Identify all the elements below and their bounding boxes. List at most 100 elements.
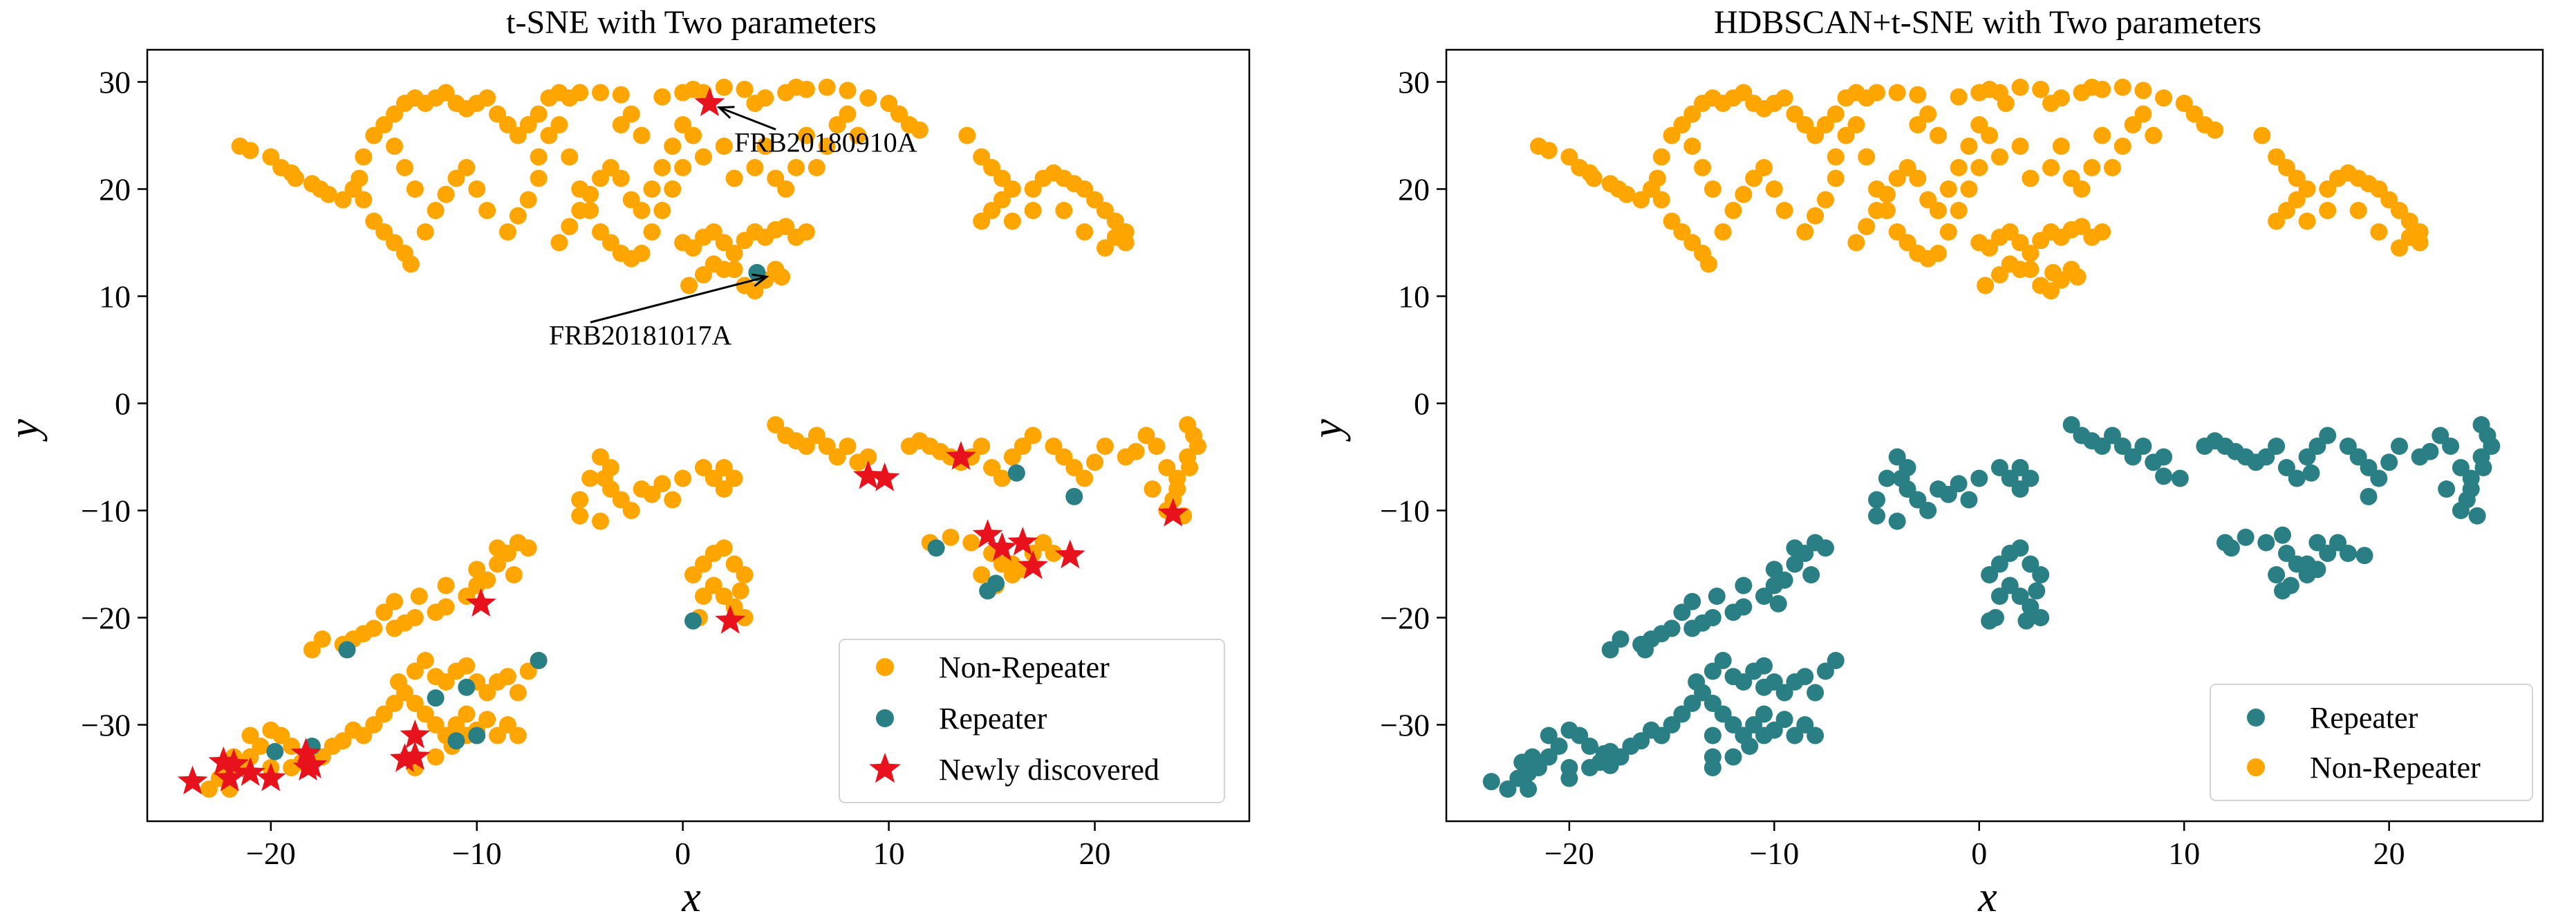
left-panel-non-repeater-point xyxy=(561,218,579,236)
left-panel-repeater-point xyxy=(987,574,1005,592)
right-panel-non-repeater-point xyxy=(1909,86,1927,104)
right-panel-repeater-point xyxy=(2274,526,2292,544)
left-panel-non-repeater-point xyxy=(1096,239,1114,257)
left-panel-non-repeater-point xyxy=(478,89,496,107)
left-panel-annotation-arrow xyxy=(590,275,767,324)
left-panel-non-repeater-point xyxy=(509,207,527,225)
right-panel-repeater-point xyxy=(2001,577,2019,594)
right-panel-repeater-point xyxy=(1796,716,1814,733)
left-panel-non-repeater-point xyxy=(591,84,609,102)
right-panel-non-repeater-point xyxy=(2052,89,2070,107)
right-panel-non-repeater-point xyxy=(1929,127,1947,144)
right-panel-non-repeater-point xyxy=(1673,223,1691,241)
left-panel-non-repeater-point xyxy=(643,180,661,198)
left-panel-non-repeater-point xyxy=(365,716,383,733)
left-panel-non-repeater-point xyxy=(694,148,712,166)
left-panel-non-repeater-point xyxy=(973,148,991,166)
right-panel-non-repeater-point xyxy=(1888,169,1906,187)
left-panel-non-repeater-point xyxy=(365,212,383,230)
right-panel-non-repeater-point xyxy=(1827,148,1845,166)
right-panel-repeater-point xyxy=(1683,619,1701,637)
left-panel-non-repeater-point xyxy=(498,116,516,133)
right-panel-frame xyxy=(1445,48,2544,823)
right-panel-repeater-point xyxy=(2355,547,2373,565)
left-panel-non-repeater-point xyxy=(983,159,1001,176)
right-panel-repeater-point xyxy=(1704,748,1721,766)
right-panel-repeater-point xyxy=(2302,464,2320,482)
right-panel-non-repeater-point xyxy=(1735,185,1753,203)
right-panel-non-repeater-point xyxy=(1858,218,1876,236)
right-panel-repeater-point xyxy=(2308,438,2326,455)
left-panel-non-repeater-point xyxy=(653,88,671,106)
right-panel-repeater-point xyxy=(1642,721,1660,739)
left-panel-non-repeater-point xyxy=(1086,453,1104,471)
left-panel-repeater-point xyxy=(468,727,486,744)
right-panel-non-repeater-point xyxy=(2298,180,2316,198)
right-panel-non-repeater-point xyxy=(2380,191,2398,209)
left-panel-non-repeater-point xyxy=(303,641,321,659)
left-panel-non-repeater-point xyxy=(1024,427,1042,444)
left-panel-newly-discovered-point xyxy=(290,738,321,767)
right-panel-repeater-point xyxy=(1735,673,1753,691)
left-panel-non-repeater-point xyxy=(601,234,619,252)
right-panel-repeater-point xyxy=(1755,705,1773,723)
left-panel-non-repeater-point xyxy=(694,555,712,573)
left-panel-non-repeater-point xyxy=(715,234,733,252)
right-panel-repeater-point xyxy=(2452,459,2470,476)
right-panel-repeater-point xyxy=(1704,727,1721,744)
left-panel-annotation-arrowhead xyxy=(716,106,735,119)
left-panel-non-repeater-point xyxy=(344,721,362,739)
right-panel-repeater-point xyxy=(2319,545,2337,562)
left-panel-non-repeater-point xyxy=(375,223,393,241)
right-panel-non-repeater-point xyxy=(1847,116,1865,133)
right-panel-non-repeater-point xyxy=(2022,245,2040,262)
right-panel-repeater-point xyxy=(1802,566,1820,583)
left-panel-newly-discovered-point xyxy=(214,762,245,791)
left-panel-non-repeater-point xyxy=(437,673,455,691)
right-panel-non-repeater-point xyxy=(1714,223,1732,241)
left-panel-non-repeater-point xyxy=(612,169,630,187)
right-panel-repeater-point xyxy=(2011,480,2029,498)
right-panel-repeater-point xyxy=(1786,555,1804,573)
right-panel-non-repeater-point xyxy=(1699,255,1717,273)
left-panel-non-repeater-point xyxy=(355,148,373,166)
right-panel-repeater-point xyxy=(1612,630,1630,648)
left-panel-non-repeater-point xyxy=(1034,534,1052,552)
left-panel-non-repeater-point xyxy=(880,95,898,112)
right-panel-repeater-point xyxy=(1888,512,1906,530)
right-panel-repeater-point xyxy=(1735,577,1753,594)
left-panel-repeater-point xyxy=(1065,487,1083,505)
right-panel-non-repeater-point xyxy=(1878,185,1896,203)
right-panel-repeater-point xyxy=(1520,780,1538,798)
right-panel-non-repeater-point xyxy=(1683,234,1701,252)
left-panel-non-repeater-point xyxy=(447,169,465,187)
left-panel-non-repeater-point xyxy=(427,748,445,766)
right-panel-non-repeater-point xyxy=(1970,116,1988,133)
left-panel-non-repeater-point xyxy=(797,127,815,144)
left-panel-legend-box xyxy=(839,639,1225,803)
right-panel-repeater-point xyxy=(2277,459,2295,476)
left-panel-non-repeater-point xyxy=(581,185,599,203)
right-panel-repeater-point xyxy=(2452,502,2470,519)
right-panel-y-tick-label: 0 xyxy=(1414,386,1430,422)
left-panel-non-repeater-point xyxy=(653,202,671,219)
left-panel-non-repeater-point xyxy=(664,491,682,509)
right-panel-repeater-point xyxy=(2274,582,2292,600)
left-panel-non-repeater-point xyxy=(287,169,305,187)
right-panel-non-repeater-point xyxy=(1694,159,1712,176)
right-panel-non-repeater-point xyxy=(2093,80,2111,98)
left-panel-repeater-point xyxy=(338,641,356,659)
right-panel-non-repeater-point xyxy=(2011,234,2029,252)
left-panel-legend-marker xyxy=(876,658,894,676)
left-panel-non-repeater-point xyxy=(386,695,404,712)
left-panel-repeater-point xyxy=(447,732,465,750)
right-panel-non-repeater-point xyxy=(2134,105,2152,123)
left-panel-non-repeater-point xyxy=(355,191,373,209)
left-panel-non-repeater-point xyxy=(437,84,455,102)
left-panel-non-repeater-point xyxy=(1168,480,1186,498)
left-panel-newly-discovered-point xyxy=(1007,527,1038,556)
right-panel-non-repeater-point xyxy=(1796,116,1814,133)
right-panel-non-repeater-point xyxy=(2113,78,2131,96)
left-panel-points xyxy=(177,78,1207,798)
left-panel-y-axis-label: y xyxy=(1,419,48,442)
